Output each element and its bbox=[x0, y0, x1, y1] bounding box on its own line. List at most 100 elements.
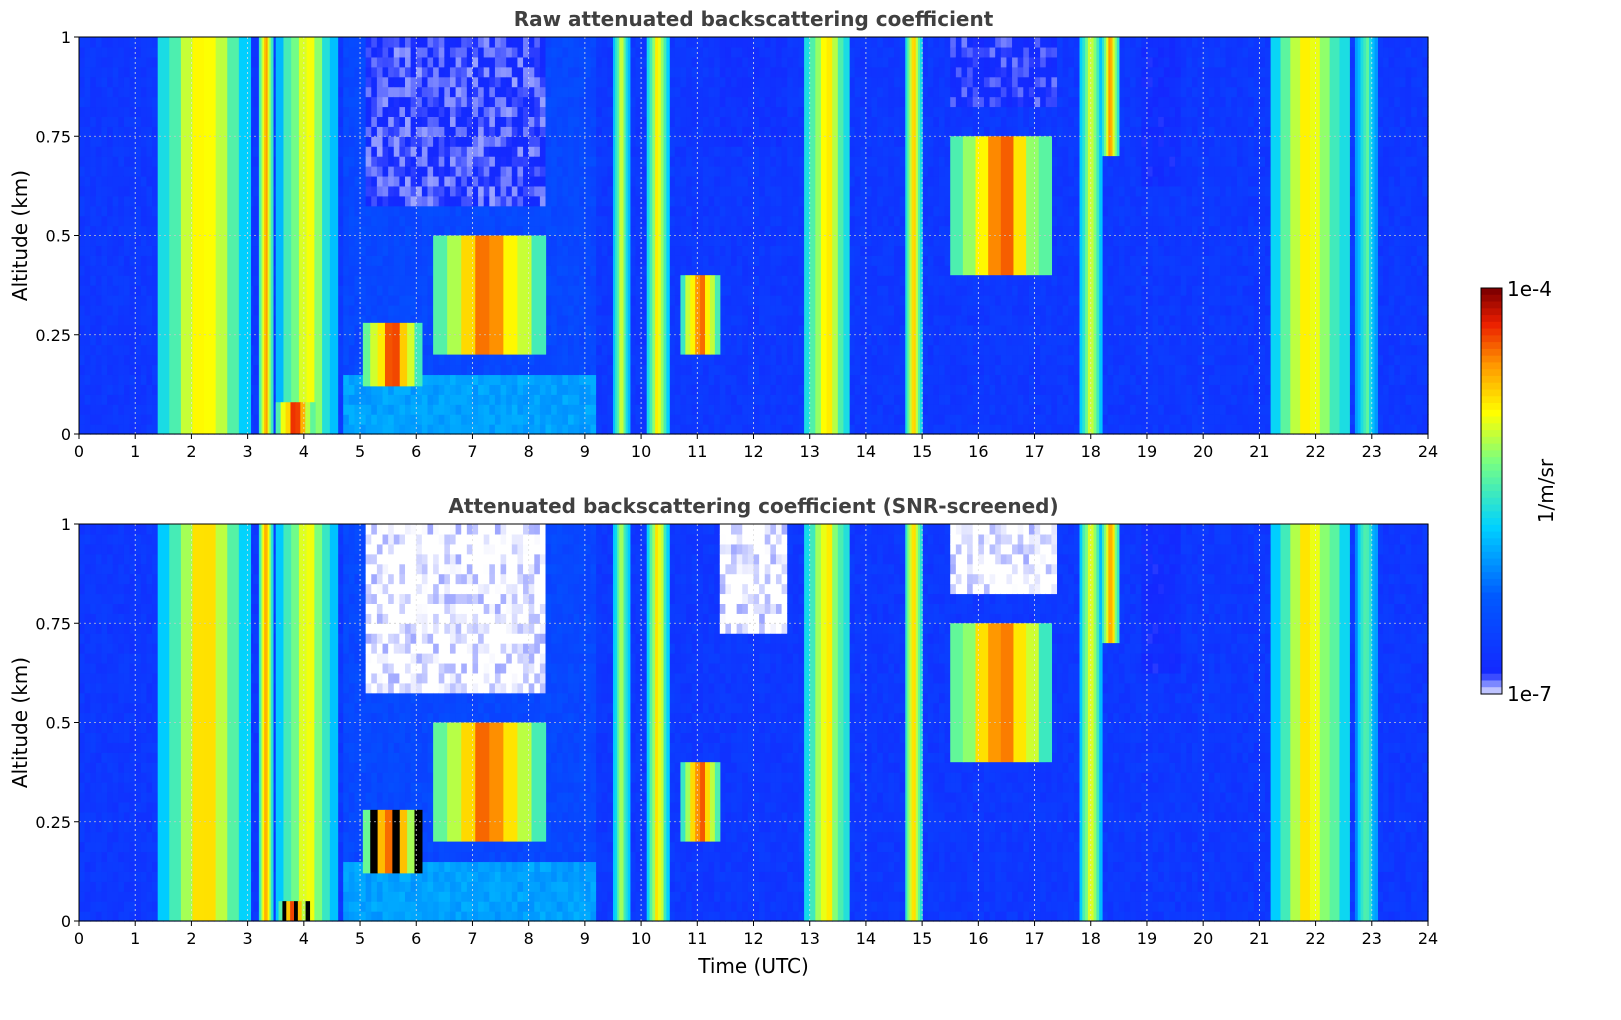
heatmap-cell bbox=[394, 146, 400, 157]
heatmap-cell bbox=[776, 424, 782, 435]
heatmap-cell bbox=[146, 186, 152, 197]
heatmap-cell bbox=[141, 156, 147, 167]
heatmap-cell bbox=[765, 176, 771, 187]
heatmap-cell bbox=[742, 404, 748, 415]
heatmap-cell bbox=[146, 245, 152, 256]
heatmap-cell bbox=[416, 196, 422, 207]
heatmap-cell bbox=[675, 424, 681, 435]
heatmap-cell bbox=[534, 166, 540, 177]
heatmap-cell bbox=[107, 37, 113, 48]
heatmap-cell bbox=[765, 255, 771, 266]
heatmap-cell bbox=[720, 146, 726, 157]
heatmap-cell bbox=[585, 37, 591, 48]
heatmap-cell bbox=[765, 305, 771, 316]
heatmap-cell bbox=[765, 245, 771, 256]
heatmap-cell bbox=[675, 97, 681, 108]
heatmap-cell bbox=[422, 136, 428, 147]
heatmap-cell bbox=[602, 226, 608, 237]
heatmap-cell bbox=[85, 255, 91, 266]
heatmap-cell bbox=[360, 67, 366, 78]
heatmap-cell bbox=[697, 97, 703, 108]
heatmap-cell bbox=[439, 126, 445, 137]
heatmap-cell bbox=[551, 404, 557, 415]
heatmap-cell bbox=[776, 315, 782, 326]
heatmap-cell bbox=[703, 424, 709, 435]
heatmap-cell bbox=[96, 166, 102, 177]
heatmap-cell bbox=[686, 255, 692, 266]
heatmap-cell bbox=[714, 236, 720, 247]
heatmap-cell bbox=[79, 265, 85, 276]
heatmap-cell bbox=[113, 345, 119, 356]
heatmap-cell bbox=[742, 77, 748, 88]
heatmap-cell bbox=[765, 47, 771, 58]
heatmap-cell bbox=[737, 394, 743, 405]
heatmap-cell bbox=[512, 67, 518, 78]
heatmap-cell bbox=[669, 315, 675, 326]
heatmap-cell bbox=[444, 216, 450, 227]
heatmap-cell bbox=[456, 126, 462, 137]
heatmap-cell bbox=[557, 126, 563, 137]
heatmap-cell bbox=[343, 126, 349, 137]
heatmap-cell bbox=[669, 255, 675, 266]
heatmap-cell bbox=[765, 384, 771, 395]
heatmap-cell bbox=[529, 206, 535, 217]
heatmap-cell bbox=[394, 67, 400, 78]
heatmap-cell bbox=[540, 384, 546, 395]
heatmap-cell bbox=[703, 265, 709, 276]
heatmap-cell bbox=[456, 156, 462, 167]
heatmap-cell bbox=[85, 365, 91, 376]
heatmap-cell bbox=[517, 176, 523, 187]
heatmap-cell bbox=[383, 404, 389, 415]
heatmap-cell bbox=[546, 325, 552, 336]
heatmap-cell bbox=[754, 255, 760, 266]
heatmap-cell bbox=[776, 295, 782, 306]
heatmap-cell bbox=[506, 87, 512, 98]
heatmap-cell bbox=[765, 265, 771, 276]
heatmap-cell bbox=[551, 315, 557, 326]
heatmap-cell bbox=[427, 226, 433, 237]
heatmap-cell bbox=[585, 384, 591, 395]
heatmap-cell bbox=[697, 77, 703, 88]
heatmap-cell bbox=[517, 106, 523, 117]
heatmap-cell bbox=[135, 196, 141, 207]
heatmap-cell bbox=[720, 285, 726, 296]
heatmap-cell bbox=[399, 226, 405, 237]
heatmap-cell bbox=[754, 106, 760, 117]
heatmap-1 bbox=[79, 37, 1429, 435]
heatmap-cell bbox=[517, 166, 523, 177]
heatmap-cell bbox=[731, 236, 737, 247]
heatmap-cell bbox=[737, 186, 743, 197]
heatmap-cell bbox=[79, 106, 85, 117]
heatmap-cell bbox=[360, 37, 366, 48]
heatmap-cell bbox=[742, 275, 748, 286]
heatmap-cell bbox=[495, 206, 501, 217]
heatmap-cell bbox=[742, 285, 748, 296]
heatmap-cell bbox=[714, 196, 720, 207]
heatmap-cell bbox=[349, 285, 355, 296]
heatmap-cell bbox=[596, 355, 602, 366]
heatmap-cell bbox=[737, 166, 743, 177]
heatmap-cell bbox=[770, 374, 776, 385]
heatmap-cell bbox=[759, 196, 765, 207]
heatmap-cell bbox=[501, 176, 507, 187]
heatmap-cell bbox=[439, 355, 445, 366]
heatmap-cell bbox=[388, 67, 394, 78]
heatmap-cell bbox=[349, 146, 355, 157]
heatmap-cell bbox=[630, 126, 636, 137]
heatmap-cell bbox=[557, 136, 563, 147]
heatmap-cell bbox=[568, 216, 574, 227]
heatmap-cell bbox=[107, 216, 113, 227]
heatmap-cell bbox=[130, 255, 136, 266]
heatmap-cell bbox=[472, 365, 478, 376]
heatmap-cell bbox=[489, 355, 495, 366]
heatmap-cell bbox=[422, 47, 428, 58]
heatmap-cell bbox=[675, 57, 681, 68]
heatmap-cell bbox=[546, 295, 552, 306]
heatmap-cell bbox=[450, 404, 456, 415]
heatmap-cell bbox=[456, 77, 462, 88]
heatmap-cell bbox=[680, 57, 686, 68]
heatmap-cell bbox=[697, 384, 703, 395]
heatmap-cell bbox=[371, 285, 377, 296]
heatmap-cell bbox=[377, 196, 383, 207]
heatmap-cell bbox=[79, 424, 85, 435]
